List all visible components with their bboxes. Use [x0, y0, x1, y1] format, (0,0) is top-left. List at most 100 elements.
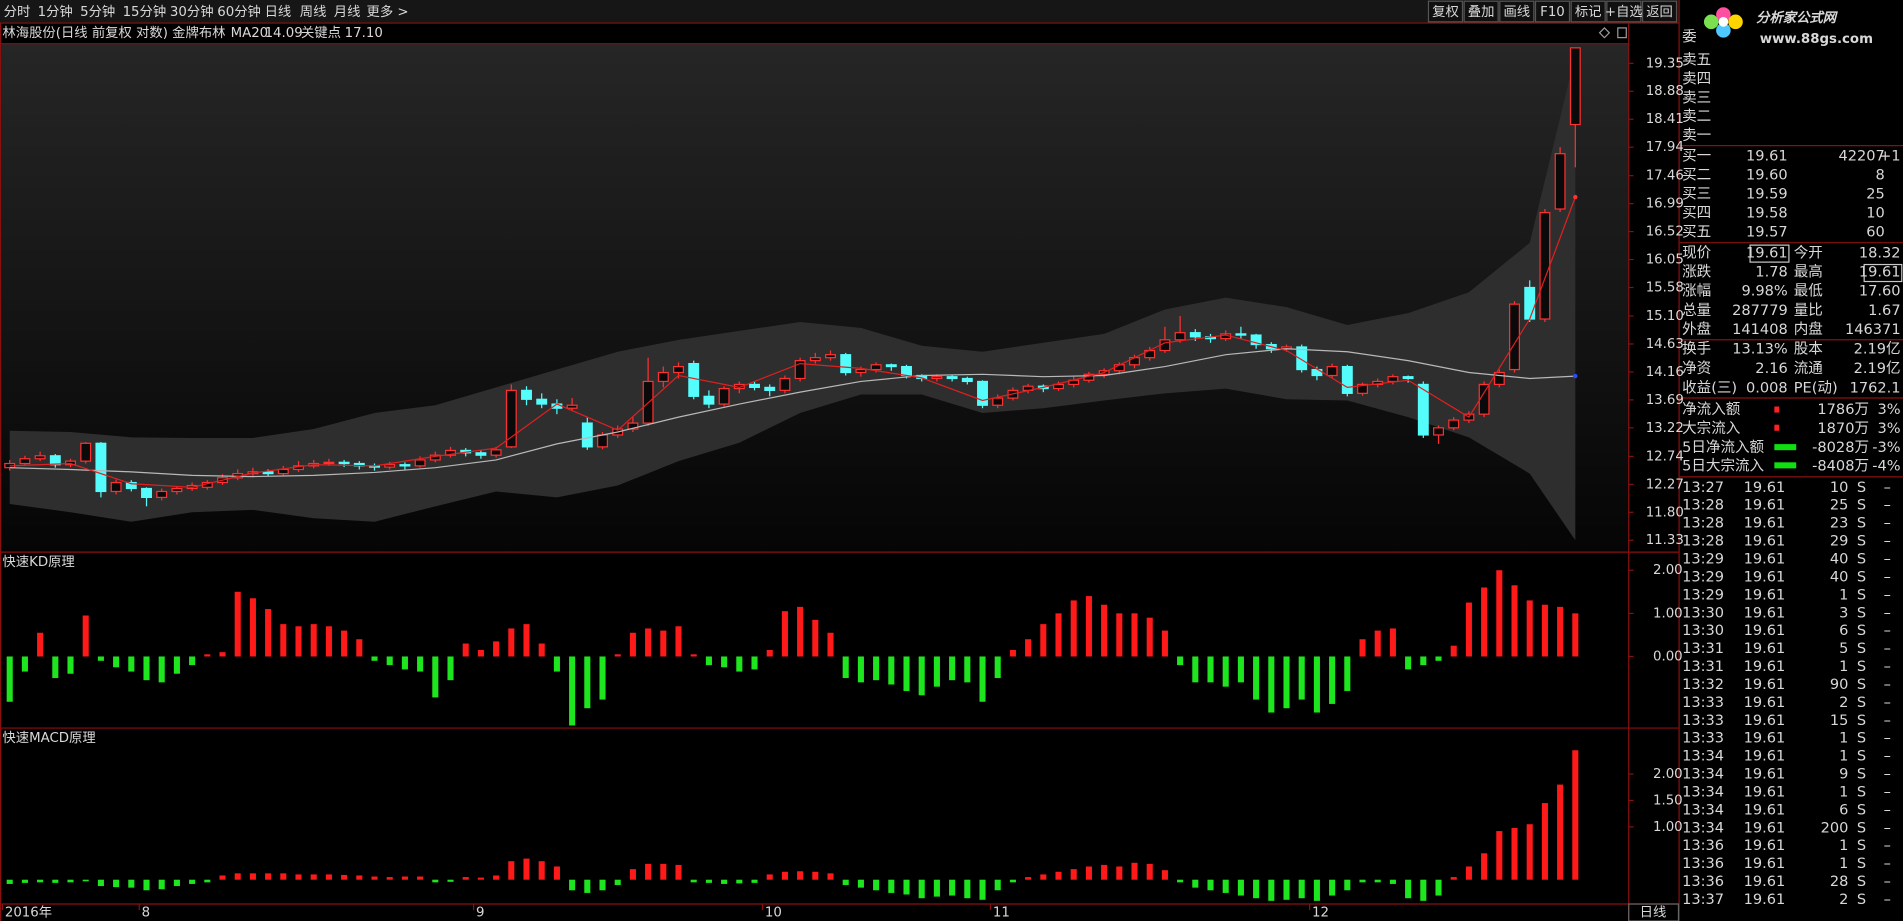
stat-label: 股本 — [1794, 340, 1824, 357]
indicator-bar — [903, 656, 910, 691]
bid-label: 买五 — [1682, 224, 1711, 241]
y-tick-label: 2.00 — [1653, 767, 1683, 782]
indicator-bar — [569, 656, 576, 726]
candle-body — [597, 434, 608, 448]
trade-volume: 1 — [1839, 730, 1848, 747]
candle-body — [657, 371, 669, 383]
indicator-bar — [477, 650, 484, 657]
bid-volume: 8 — [1876, 167, 1885, 184]
indicator-bar — [1025, 877, 1032, 880]
indicator-bar — [1329, 879, 1336, 896]
indicator-bar — [1040, 874, 1047, 880]
indicator-bar — [1161, 870, 1168, 880]
indicator-bar — [538, 643, 545, 657]
indicator-bar — [447, 879, 454, 882]
indicator-bar — [67, 656, 74, 674]
indicator-bar — [310, 874, 317, 880]
toolbar-tab[interactable]: 周线 — [300, 4, 327, 20]
trade-volume: 5 — [1839, 640, 1848, 657]
icon[interactable] — [1598, 27, 1611, 39]
toolbar-button[interactable]: 复权 — [1432, 3, 1459, 20]
indicator-bar — [1161, 630, 1168, 657]
indicator-bar — [1116, 613, 1123, 657]
trade-side: S — [1857, 622, 1866, 639]
trade-price: 19.61 — [1744, 568, 1786, 585]
candle-body — [414, 459, 426, 467]
indicator-bar — [219, 652, 226, 657]
bid-volume: 42207 — [1839, 148, 1885, 165]
indicator-bar — [1253, 656, 1260, 700]
trade-time: 13:36 — [1682, 855, 1724, 872]
trade-flag: – — [1884, 497, 1891, 514]
toolbar-button-frame — [1463, 0, 1499, 23]
candle-body — [141, 487, 152, 499]
candle-body — [1189, 332, 1201, 338]
indicator-bar — [1420, 879, 1427, 901]
indicator-bar — [553, 866, 560, 880]
indicator-bar — [128, 879, 135, 888]
trade-volume: 40 — [1830, 550, 1849, 567]
toolbar-tab[interactable]: 60分钟 — [217, 3, 261, 20]
toolbar-tab[interactable]: 日线 — [265, 4, 292, 20]
trade-time: 13:33 — [1682, 694, 1724, 711]
indicator-bar — [949, 656, 956, 681]
candle-body — [885, 364, 897, 368]
indicator-bar — [1055, 613, 1062, 657]
indicator-bar — [1055, 871, 1062, 880]
indicator-bar — [1344, 879, 1351, 891]
indicator-bar — [645, 628, 652, 657]
trade-side: S — [1857, 479, 1866, 496]
toolbar-tab[interactable]: 30分钟 — [170, 3, 214, 20]
trade-flag: – — [1884, 748, 1891, 765]
indicator-bar — [249, 873, 256, 880]
stat-value: 1.67 — [1868, 302, 1900, 319]
trade-volume: 6 — [1839, 622, 1848, 639]
trade-flag: – — [1884, 586, 1891, 603]
stat-value: 2.16 — [1755, 360, 1787, 377]
flow-label: 大宗流入 — [1682, 420, 1741, 437]
toolbar-button-frame — [1534, 0, 1571, 23]
toolbar-button[interactable]: 标记 — [1575, 4, 1602, 20]
icon[interactable] — [1617, 27, 1627, 39]
toolbar-tab[interactable]: 更多 > — [367, 3, 409, 20]
indicator-bar — [143, 656, 150, 681]
toolbar-tab[interactable]: 月线 — [334, 4, 361, 20]
indicator-bar — [933, 879, 940, 897]
y-tick-label: 12.74 — [1646, 449, 1684, 464]
toolbar-tab[interactable]: 1分钟 — [38, 3, 73, 20]
toolbar-button[interactable]: 返回 — [1646, 4, 1673, 20]
legend-name: 关键点 — [301, 25, 341, 41]
trade-flag: – — [1884, 658, 1891, 675]
trade-side: S — [1857, 891, 1866, 908]
toolbar-button[interactable]: 叠加 — [1468, 4, 1495, 20]
trade-side: S — [1857, 568, 1866, 585]
bid-price: 19.58 — [1746, 205, 1788, 222]
toolbar-tab[interactable]: 15分钟 — [123, 3, 167, 20]
toolbar-tab[interactable]: 5分钟 — [80, 3, 115, 20]
trade-side: S — [1857, 819, 1866, 836]
toolbar-button[interactable]: 画线 — [1503, 4, 1530, 20]
trade-flag: – — [1884, 819, 1891, 836]
indicator-bar — [690, 654, 697, 657]
trade-flag: – — [1884, 533, 1891, 550]
indicator-bar — [189, 656, 196, 666]
indicator-bar — [614, 879, 621, 885]
stat-value: 17.60 — [1859, 283, 1901, 300]
toolbar-button[interactable]: +自选 — [1605, 4, 1643, 20]
trade-flag: – — [1884, 640, 1891, 657]
trade-volume: 2 — [1839, 891, 1848, 908]
indicator-bar — [705, 656, 712, 666]
indicator-bar — [751, 656, 758, 670]
indicator-bar — [705, 879, 712, 883]
indicator-bar — [158, 879, 165, 890]
candle-body — [794, 360, 806, 380]
candle-body — [581, 422, 593, 448]
y-tick-label: 17.46 — [1646, 169, 1684, 184]
toolbar-tab[interactable]: 分时 — [4, 4, 31, 20]
y-tick-label: 0.00 — [1653, 649, 1683, 664]
toolbar-button[interactable]: F10 — [1540, 5, 1565, 20]
bid-price: 19.61 — [1746, 148, 1788, 165]
stat-label: 涨跌 — [1682, 264, 1712, 281]
stat-label: 流通 — [1794, 360, 1824, 377]
